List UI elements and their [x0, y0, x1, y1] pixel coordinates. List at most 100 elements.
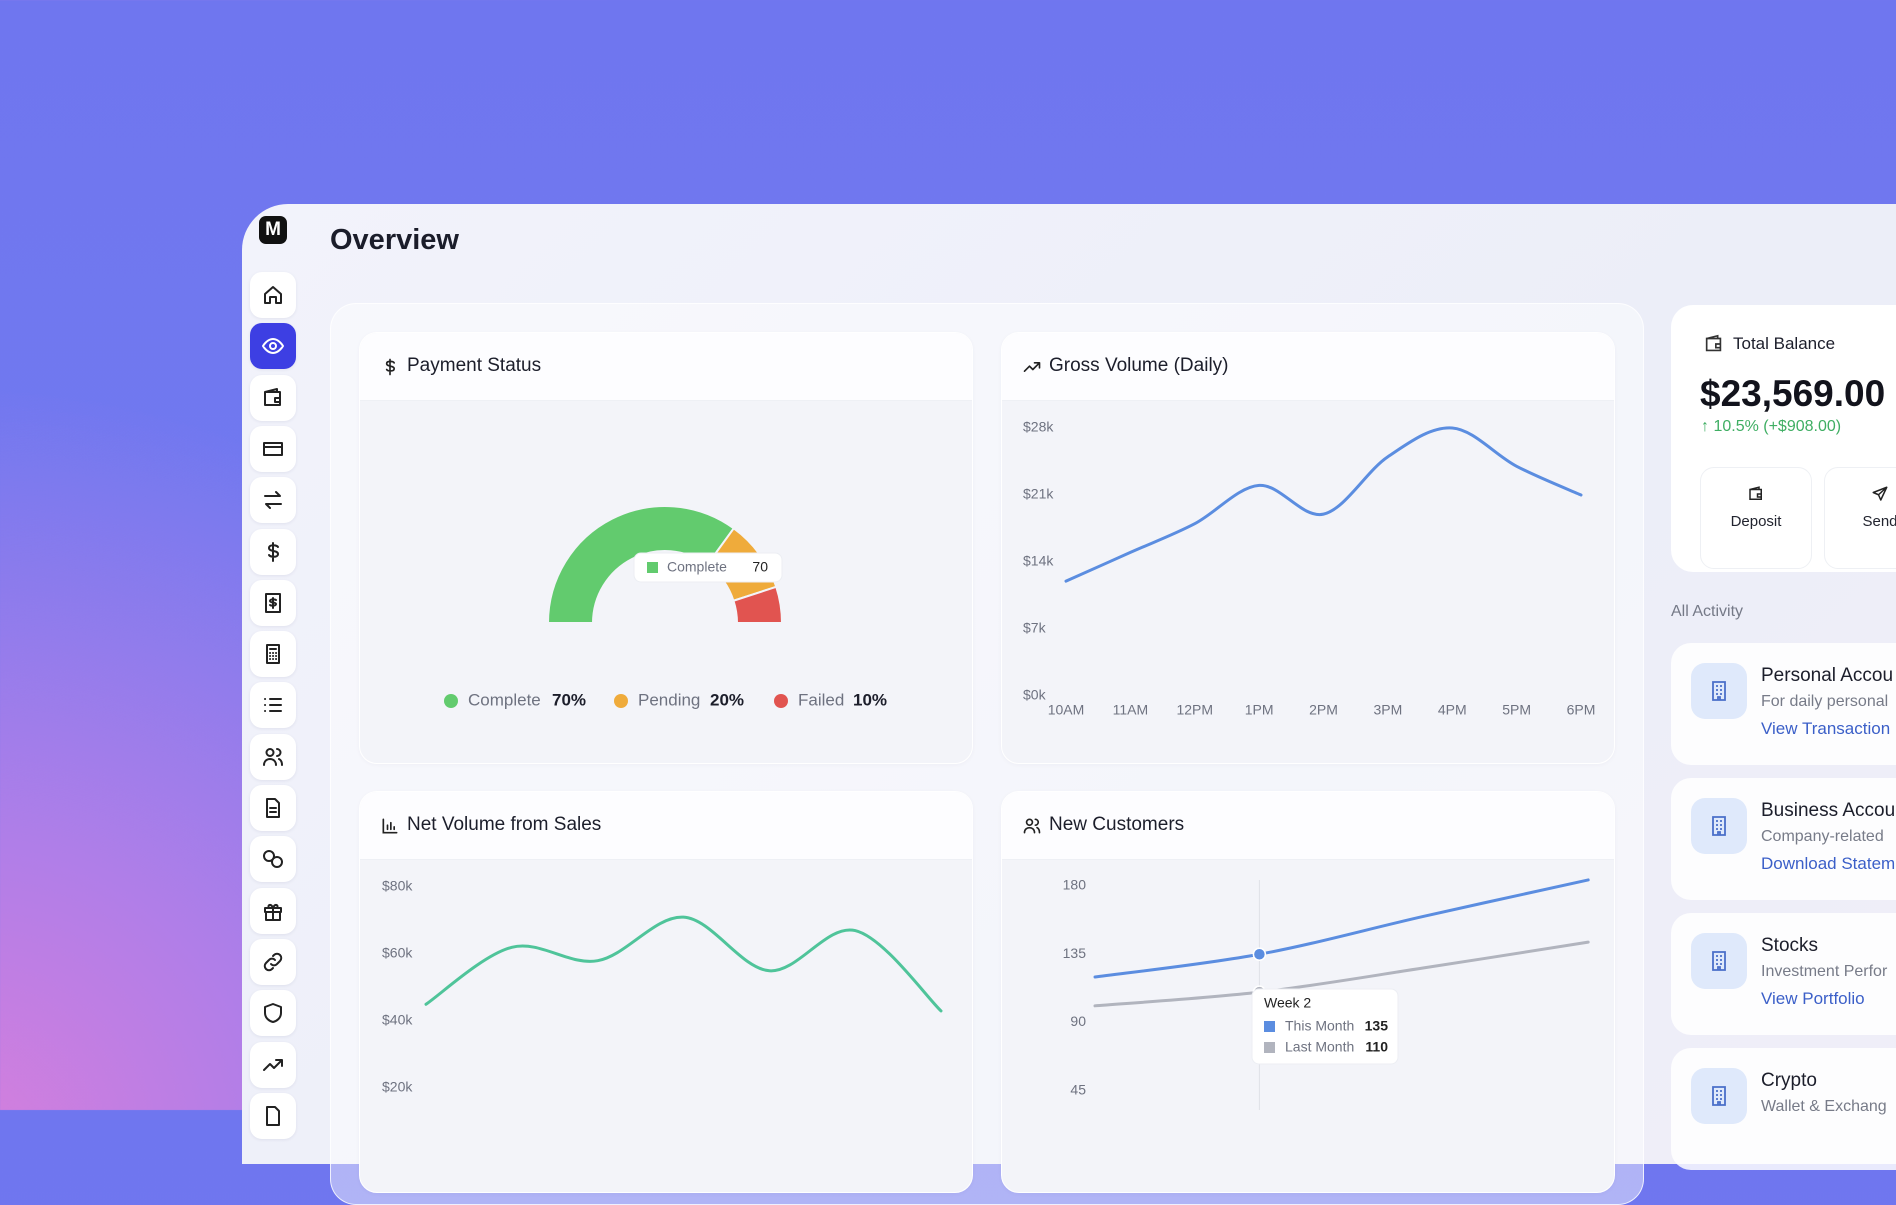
activity-item[interactable]: Personal Accou For daily personal View Tra… — [1671, 643, 1896, 765]
send-icon — [1872, 486, 1888, 501]
legend-dot — [774, 694, 788, 708]
sidebar-button[interactable] — [250, 425, 296, 472]
y-tick-label: $21k — [1023, 486, 1054, 502]
icon-shape — [264, 903, 282, 921]
card-title: Net Volume from Sales — [407, 814, 602, 835]
button-label: Deposit — [1730, 513, 1782, 530]
activity-link[interactable]: View Portfolio — [1761, 989, 1865, 1008]
tooltip-title: Week 2 — [1264, 995, 1311, 1011]
icon-shape — [263, 952, 283, 972]
button-label: Send — [1862, 513, 1896, 530]
x-tick-label: 11AM — [1113, 702, 1149, 718]
sidebar-button[interactable] — [250, 477, 296, 524]
sidebar-button[interactable] — [250, 785, 296, 831]
y-tick-label: $80k — [382, 878, 413, 894]
sidebar-button[interactable] — [250, 990, 296, 1037]
icon-shape — [263, 441, 283, 456]
activity-title: Crypto — [1761, 1070, 1817, 1091]
tooltip-swatch — [1264, 1042, 1275, 1053]
x-tick-label: 12PM — [1176, 702, 1213, 718]
icon-shape — [262, 338, 284, 355]
activity-subtitle: For daily personal — [1761, 693, 1889, 710]
balance-change: ↑ 10.5% (+$908.00) — [1701, 418, 1842, 435]
sidebar-icon — [268, 541, 279, 562]
card-header: Net Volume from Sales — [360, 792, 972, 860]
legend-value: 20% — [710, 690, 744, 709]
legend-dot — [444, 694, 458, 708]
sidebar-button[interactable] — [250, 579, 296, 626]
activity-link[interactable]: Download Statem — [1761, 854, 1896, 873]
activity-item[interactable]: Stocks Investment Perfor View Portfolio — [1671, 913, 1896, 1035]
gross-volume-card: Gross Volume (Daily) — [1001, 332, 1615, 764]
icon-shape — [265, 592, 281, 613]
sidebar-button[interactable] — [250, 323, 296, 370]
card-title: Payment Status — [407, 355, 542, 376]
sidebar-button[interactable] — [250, 938, 296, 985]
activity-link[interactable]: View Transaction — [1761, 719, 1891, 738]
line — [1093, 878, 1590, 979]
sidebar-button[interactable] — [250, 733, 296, 780]
card-header: Gross Volume (Daily) — [1002, 333, 1614, 401]
y-tick-label: $14k — [1023, 553, 1054, 569]
sidebar-button[interactable] — [250, 631, 296, 678]
balance-amount: $23,569.00 — [1700, 373, 1886, 414]
x-tick-label: 5PM — [1502, 702, 1531, 718]
line — [1064, 426, 1583, 583]
y-tick-label: 90 — [1070, 1013, 1086, 1029]
sidebar-button[interactable] — [250, 272, 296, 318]
sidebar-icon — [264, 286, 282, 304]
tooltip-swatch — [1264, 1021, 1275, 1032]
building-icon — [1712, 816, 1726, 836]
sidebar-icon — [264, 387, 281, 406]
icon-shape — [1712, 951, 1726, 971]
card-title: Gross Volume (Daily) — [1049, 355, 1229, 376]
sidebar-icon — [263, 441, 283, 456]
sidebar-button[interactable] — [250, 887, 296, 934]
tooltip-value: 135 — [1365, 1018, 1389, 1034]
activity-subtitle: Company-related — [1761, 828, 1884, 845]
sidebar-button[interactable] — [250, 682, 296, 729]
y-tick-label: $0k — [1023, 687, 1047, 703]
building-icon — [1712, 681, 1726, 701]
sidebar-icon — [264, 1003, 282, 1024]
deposit-icon — [1749, 486, 1762, 500]
card-title: New Customers — [1049, 814, 1185, 835]
bar-chart-icon — [382, 818, 398, 834]
activity-subtitle: Investment Perfor — [1761, 963, 1888, 980]
icon-shape — [263, 747, 283, 766]
send-button[interactable]: Send — [1824, 467, 1896, 569]
tooltip-label: Complete — [667, 559, 727, 575]
sidebar-icon — [266, 798, 280, 818]
deposit-button[interactable]: Deposit — [1700, 467, 1812, 569]
card-header: New Customers — [1002, 792, 1614, 860]
logo[interactable]: M — [259, 216, 287, 244]
sidebar-button[interactable] — [250, 836, 296, 883]
users-icon — [1023, 818, 1041, 834]
trend-icon — [1023, 362, 1041, 372]
icon-shape — [266, 644, 280, 665]
activity-item[interactable]: Business Accou Company-related Download St… — [1671, 778, 1896, 900]
x-tick-label: 10AM — [1048, 702, 1085, 718]
x-tick-label: 4PM — [1438, 702, 1467, 718]
activity-icon — [1691, 798, 1747, 854]
sidebar-button[interactable] — [250, 1041, 296, 1088]
wallet-icon — [1705, 334, 1722, 352]
activity-heading: All Activity — [1671, 603, 1744, 620]
building-icon — [1712, 1086, 1726, 1106]
activity-title: Stocks — [1761, 935, 1819, 956]
sidebar-icon — [264, 698, 282, 713]
sidebar-icon — [265, 592, 281, 613]
activity-icon — [1691, 933, 1747, 989]
y-tick-label: $40k — [382, 1012, 413, 1028]
gauge-segment — [732, 585, 784, 624]
x-tick-label: 2PM — [1309, 702, 1338, 718]
legend-value: 70% — [552, 690, 586, 709]
tooltip-value: 110 — [1365, 1039, 1388, 1055]
sidebar-button[interactable] — [250, 374, 296, 421]
y-tick-label: 180 — [1063, 877, 1087, 893]
page-title: Overview — [330, 224, 459, 256]
sidebar-button[interactable] — [250, 528, 296, 575]
icon-shape — [264, 1003, 282, 1024]
sidebar-icon — [263, 952, 283, 972]
